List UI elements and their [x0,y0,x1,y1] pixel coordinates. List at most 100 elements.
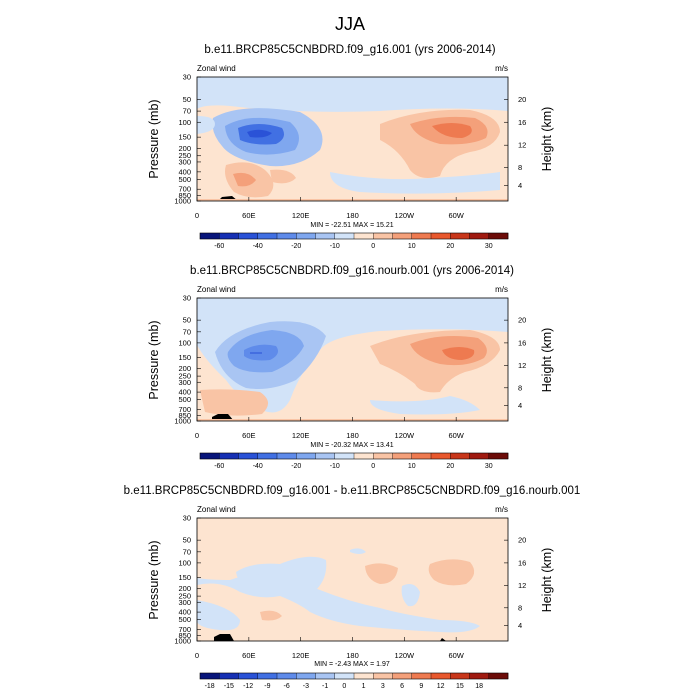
x-tick-label: 0 [195,211,199,220]
colorbar-swatch [469,673,490,679]
y2-tick-label: 4 [518,181,522,190]
y-tick-label: 250 [178,592,191,601]
colorbar-swatch [450,673,470,679]
left-label: Zonal wind [197,285,236,294]
y-axis-label: Pressure (mb) [147,320,161,399]
colorbar-swatch [219,233,239,239]
x-tick-label: 180 [346,651,359,660]
y-tick-label: 500 [178,395,191,404]
contour-field [197,298,508,421]
y-tick-label: 150 [178,573,191,582]
y-tick-label: 700 [178,625,191,634]
x-tick-label: 60W [448,211,464,220]
y-tick-label: 150 [178,133,191,142]
y2-tick-label: 4 [518,401,522,410]
colorbar-tick-label: -20 [291,463,301,470]
colorbar-swatch [431,453,451,459]
right-label: m/s [495,64,508,73]
colorbar-tick-label: -20 [291,243,301,250]
colorbar-swatch [431,673,451,679]
x-tick-label: 60E [242,431,255,440]
colorbar-swatch [354,673,374,679]
main-title: JJA [335,14,365,34]
colorbar-swatch [277,453,297,459]
y-tick-label: 100 [178,338,191,347]
colorbar-tick-label: -6 [284,683,290,690]
colorbar-swatch [373,453,393,459]
colorbar-swatch [334,453,355,459]
y-tick-label: 50 [183,536,191,545]
minmax-stats: MIN = -22.51 MAX = 15.21 [310,222,393,229]
y-tick-label: 200 [178,364,191,373]
y-tick-label: 400 [178,608,191,617]
colorbar-swatch [411,453,432,459]
y2-axis-label: Height (km) [540,328,554,393]
left-label: Zonal wind [197,64,236,73]
colorbar-swatch [488,233,509,239]
x-tick-label: 120W [395,431,416,440]
y2-axis-label: Height (km) [540,548,554,613]
colorbar-swatch [334,233,355,239]
y-tick-label: 200 [178,144,191,153]
y-tick-label: 400 [178,388,191,397]
colorbar-swatch [257,453,278,459]
colorbar-tick-label: -40 [253,463,263,470]
colorbar-tick-label: 10 [408,463,416,470]
colorbar-tick-label: -40 [253,243,263,250]
colorbar-swatch [373,233,393,239]
y-tick-label: 100 [178,118,191,127]
y-tick-label: 30 [183,73,191,82]
right-label: m/s [495,505,508,514]
colorbar-tick-label: -3 [303,683,309,690]
colorbar-swatch [238,233,259,239]
colorbar-tick-label: -18 [205,683,215,690]
right-label: m/s [495,285,508,294]
colorbar-tick-label: 15 [456,683,464,690]
colorbar-tick-label: -10 [330,243,340,250]
y-tick-label: 500 [178,175,191,184]
y-tick-label: 300 [178,378,191,387]
colorbar-swatch [392,453,413,459]
colorbar-tick-label: 12 [437,683,445,690]
colorbar-swatch [354,453,374,459]
x-tick-label: 60E [242,211,255,220]
x-tick-label: 120W [395,651,416,660]
colorbar-swatch [238,673,259,679]
y-tick-label: 700 [178,405,191,414]
colorbar-tick-label: -1 [322,683,328,690]
panel-1: b.e11.BRCP85C5CNBDRD.f09_g16.001 (yrs 20… [147,44,554,250]
colorbar-swatch [392,673,413,679]
contour-field [197,77,508,201]
y-tick-label: 70 [183,107,191,116]
y-tick-label: 150 [178,353,191,362]
colorbar-swatch [469,233,490,239]
colorbar-swatch [200,233,220,239]
y2-tick-label: 4 [518,621,522,630]
colorbar-swatch [315,453,336,459]
colorbar-swatch [315,233,336,239]
y-tick-label: 50 [183,316,191,325]
colorbar-swatch [296,453,316,459]
y-tick-label: 30 [183,294,191,303]
colorbar-tick-label: 0 [371,243,375,250]
colorbar-tick-label: -12 [243,683,253,690]
colorbar-swatch [238,453,259,459]
y-tick-label: 1000 [174,417,191,426]
y-tick-label: 300 [178,157,191,166]
colorbar-tick-label: 6 [400,683,404,690]
colorbar-tick-label: -9 [264,683,270,690]
colorbar-swatch [219,673,239,679]
y2-tick-label: 16 [518,118,526,127]
x-tick-label: 120E [292,211,310,220]
colorbar-tick-label: 18 [475,683,483,690]
y-tick-label: 250 [178,151,191,160]
colorbar-swatch [488,453,509,459]
y-tick-label: 50 [183,95,191,104]
minmax-stats: MIN = -20.32 MAX = 13.41 [310,442,393,449]
y-tick-label: 30 [183,514,191,523]
x-tick-label: 120W [395,211,416,220]
colorbar-tick-label: 30 [485,463,493,470]
colorbar-swatch [296,233,316,239]
y2-tick-label: 20 [518,95,526,104]
